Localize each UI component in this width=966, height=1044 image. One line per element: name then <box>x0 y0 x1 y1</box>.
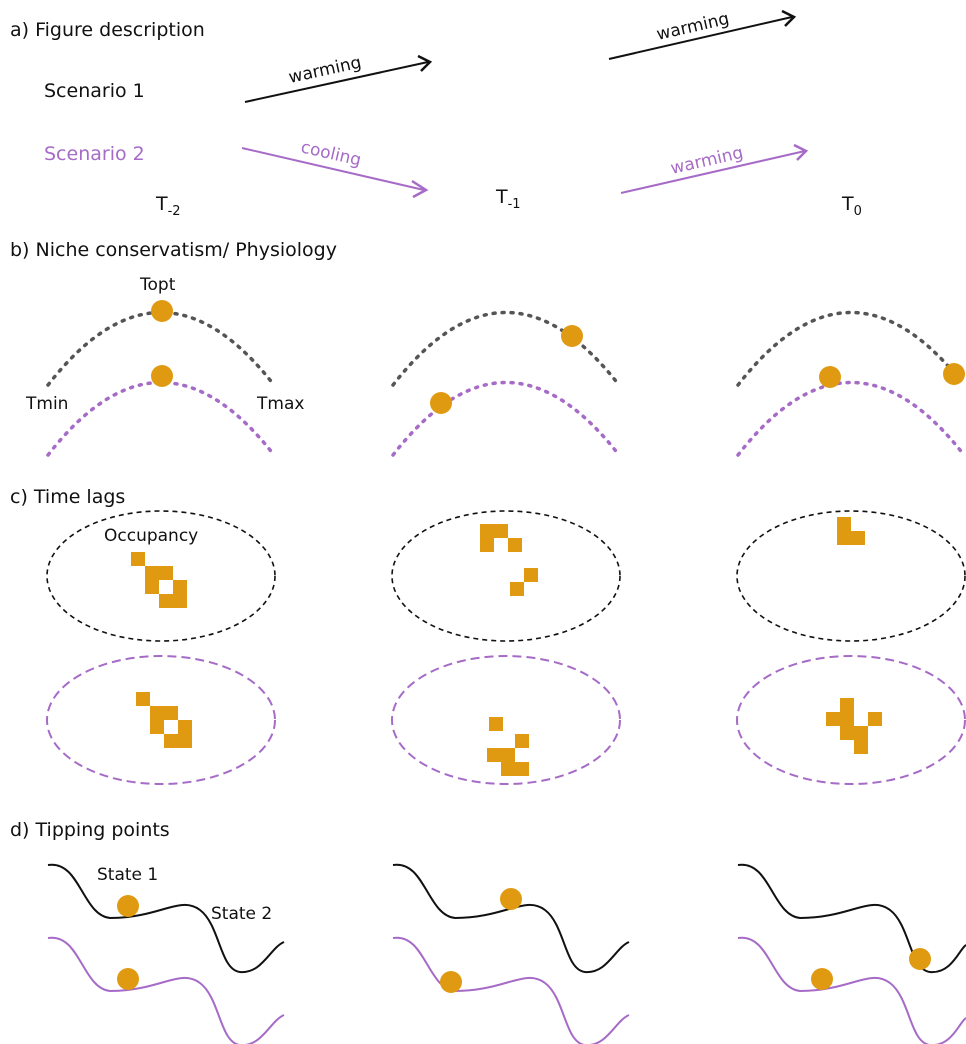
landscape-curve-scenario-1 <box>737 863 966 974</box>
ball-marker <box>500 888 522 910</box>
timepoint-t-0: T0 <box>841 193 862 219</box>
occupied-cells-scenario-1 <box>131 552 187 608</box>
section-d-title: d) Tipping points <box>10 819 170 841</box>
section-b-title: b) Niche conservatism/ Physiology <box>10 239 337 261</box>
timepoint-t-minus-1: T-1 <box>495 186 521 212</box>
occupancy-label: Occupancy <box>104 526 198 546</box>
species-marker <box>151 300 173 322</box>
species-marker <box>819 366 841 388</box>
niche-curve-scenario-2 <box>736 380 966 457</box>
species-marker <box>561 325 583 347</box>
state-1-label: State 1 <box>97 865 158 885</box>
occupied-cells-scenario-2 <box>487 717 529 776</box>
ball-marker <box>117 895 139 917</box>
chevron-right-icon <box>411 179 429 199</box>
scenario-1-label: Scenario 1 <box>44 80 145 102</box>
tipping-panel-t-0 <box>737 863 966 1044</box>
tipping-panel-t-minus-2: State 1 State 2 <box>47 863 285 1044</box>
niche-panel-t-minus-2: Topt Tmin Tmax <box>25 275 304 457</box>
topt-label: Topt <box>139 275 176 295</box>
timepoint-t-minus-2: T-2 <box>155 193 181 219</box>
species-marker <box>430 392 452 414</box>
scenario-2-label: Scenario 2 <box>44 143 145 165</box>
arrow-label: warming <box>287 53 363 88</box>
ball-marker <box>440 971 462 993</box>
niche-curve-scenario-2 <box>391 380 621 457</box>
arrow-label: cooling <box>299 137 363 170</box>
niche-curve-scenario-1 <box>391 310 621 387</box>
niche-curve-scenario-1 <box>736 310 966 387</box>
landscape-curve-scenario-2 <box>392 936 630 1044</box>
niche-curve-scenario-1 <box>46 310 276 387</box>
landscape-curve-scenario-2 <box>737 936 966 1044</box>
tmin-label: Tmin <box>25 394 68 414</box>
ball-marker <box>909 948 931 970</box>
tipping-panel-t-minus-1 <box>392 863 630 1044</box>
section-a-title: a) Figure description <box>10 19 205 41</box>
range-ellipse-scenario-1 <box>391 510 621 642</box>
occupied-cells-scenario-2 <box>826 698 882 754</box>
scenario-2-arrow-warming: warming <box>620 143 809 194</box>
range-ellipse-scenario-1 <box>736 510 966 642</box>
species-marker <box>151 365 173 387</box>
scenario-2-arrow-cooling: cooling <box>241 137 429 199</box>
section-c-title: c) Time lags <box>10 486 125 508</box>
scenario-1-arrow-warming-2: warming <box>608 9 797 60</box>
tmax-label: Tmax <box>256 394 304 414</box>
chevron-right-icon <box>781 9 797 27</box>
niche-panel-t-minus-1 <box>391 310 621 457</box>
landscape-curve-scenario-1 <box>392 863 630 974</box>
occupancy-panel-t-0 <box>736 510 966 785</box>
occupied-cells-scenario-1 <box>480 524 538 596</box>
chevron-right-icon <box>793 143 809 161</box>
ball-marker <box>117 968 139 990</box>
state-2-label: State 2 <box>211 904 272 924</box>
occupancy-panel-t-minus-2: Occupancy <box>46 510 276 785</box>
occupied-cells-scenario-2 <box>136 692 192 748</box>
occupancy-panel-t-minus-1 <box>391 510 621 785</box>
niche-curve-scenario-2 <box>46 380 276 457</box>
landscape-curve-scenario-1 <box>47 863 285 974</box>
chevron-right-icon <box>417 54 433 72</box>
ball-marker <box>811 968 833 990</box>
landscape-curve-scenario-2 <box>47 936 285 1044</box>
range-ellipse-scenario-2 <box>46 655 276 785</box>
range-ellipse-scenario-2 <box>736 655 966 785</box>
occupied-cells-scenario-1 <box>837 517 865 545</box>
scenario-1-arrow-warming-1: warming <box>244 53 433 103</box>
range-ellipse-scenario-1 <box>46 510 276 642</box>
niche-panel-t-0 <box>736 310 966 457</box>
species-marker <box>943 363 965 385</box>
range-ellipse-scenario-2 <box>391 655 621 785</box>
